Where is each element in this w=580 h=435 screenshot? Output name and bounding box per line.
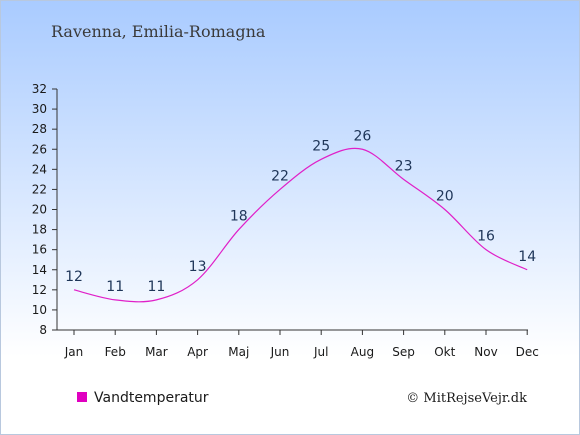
y-tick-label: 32 (32, 82, 47, 96)
data-label: 11 (106, 279, 124, 295)
data-labels: 12 11 11 13 18 22 25 26 23 20 16 14 (65, 128, 536, 295)
data-label: 23 (395, 158, 413, 174)
data-label: 26 (353, 128, 371, 144)
x-tick-label: Maj (228, 345, 249, 359)
x-tick-label: Dec (516, 345, 539, 359)
x-tick-label: Jun (270, 345, 290, 359)
y-tick-label: 10 (32, 303, 47, 317)
series (73, 147, 528, 303)
x-tick-label: Sep (392, 345, 415, 359)
x-ticks: Jan Feb Mar Apr Maj Jun Jul Aug Sep Okt Nov Dec (64, 330, 539, 359)
y-tick-label: 14 (32, 263, 47, 277)
data-label: 12 (65, 269, 83, 285)
data-label: 11 (147, 279, 165, 295)
y-tick-label: 28 (32, 122, 47, 136)
x-tick-label: Apr (187, 345, 208, 359)
x-tick-label: Okt (434, 345, 455, 359)
x-tick-label: Mar (145, 345, 168, 359)
x-tick-label: Aug (351, 345, 374, 359)
y-tick-label: 16 (32, 243, 47, 257)
legend-label: Vandtemperatur (94, 390, 209, 406)
y-tick-label: 30 (32, 102, 47, 116)
data-label: 20 (436, 189, 454, 205)
chart-title: Ravenna, Emilia-Romagna (51, 22, 266, 41)
legend: Vandtemperatur (77, 390, 209, 406)
series-line-vandtemperatur (73, 147, 528, 303)
data-label: 13 (189, 259, 207, 275)
data-label: 25 (312, 138, 330, 154)
y-tick-label: 18 (32, 223, 47, 237)
x-tick-label: Nov (474, 345, 497, 359)
data-label: 16 (477, 229, 495, 245)
y-tick-label: 22 (32, 182, 47, 196)
x-tick-label: Jul (313, 345, 328, 359)
legend-marker (77, 392, 87, 402)
y-tick-label: 24 (32, 162, 47, 176)
data-label: 14 (518, 249, 536, 265)
x-tick-label: Feb (105, 345, 126, 359)
y-ticks: 8 10 12 14 16 18 20 22 24 26 28 30 32 (32, 82, 57, 337)
x-tick-label: Jan (64, 345, 84, 359)
y-tick-label: 20 (32, 203, 47, 217)
credit-text: © MitRejseVejr.dk (406, 391, 527, 406)
data-label: 18 (230, 209, 248, 225)
y-tick-label: 12 (32, 283, 47, 297)
data-label: 22 (271, 168, 289, 184)
y-tick-label: 8 (39, 323, 47, 337)
y-tick-label: 26 (32, 142, 47, 156)
